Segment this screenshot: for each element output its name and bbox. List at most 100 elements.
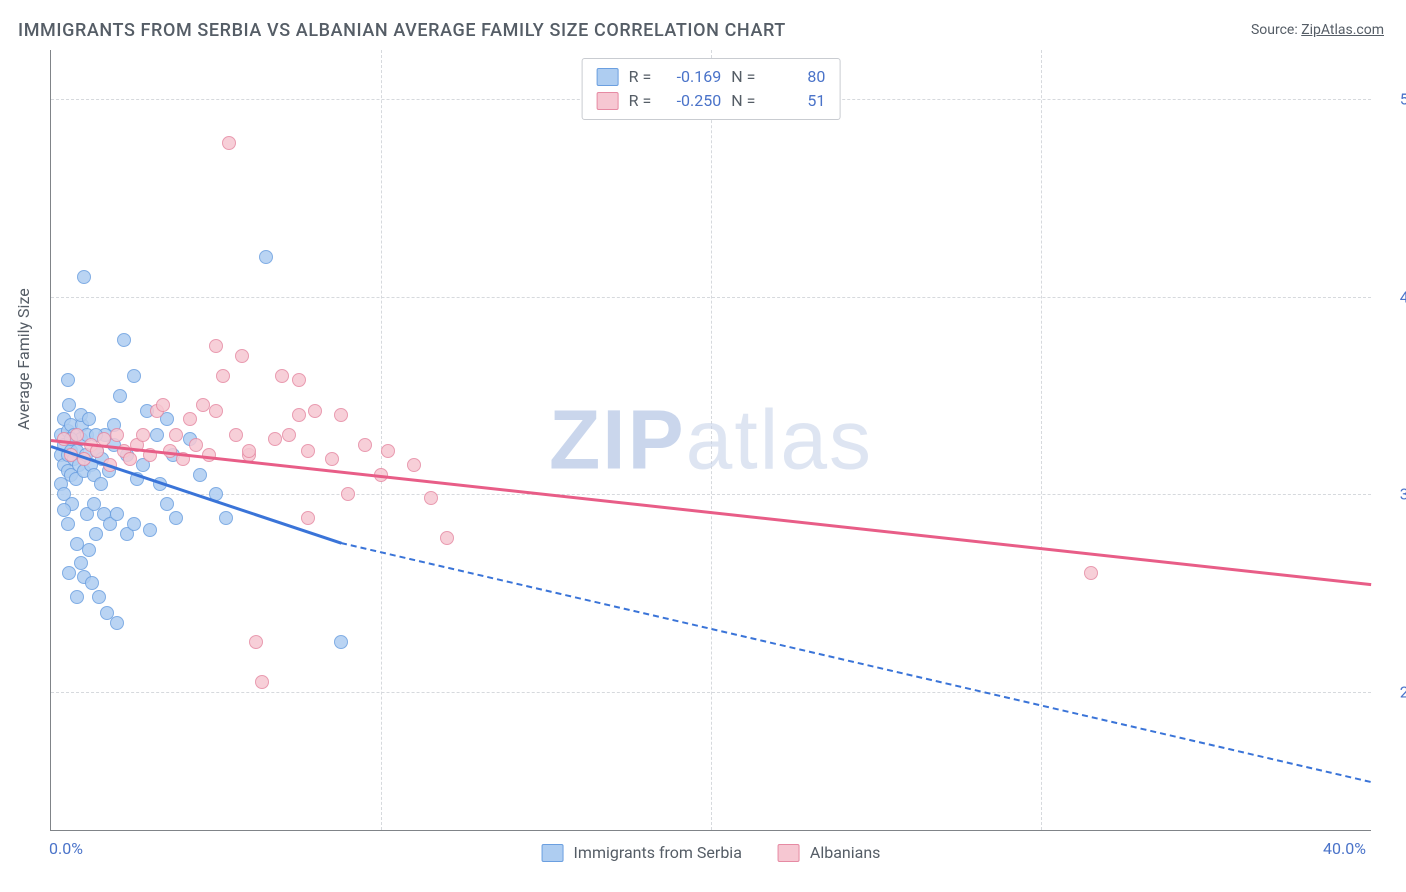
scatter-point-series-a (61, 517, 75, 531)
chart-source: Source: ZipAtlas.com (1251, 22, 1384, 38)
legend-correlation: R = -0.169 N = 80 R = -0.250 N = 51 (582, 58, 841, 120)
scatter-point-series-a (74, 556, 88, 570)
scatter-point-series-a (193, 468, 207, 482)
scatter-point-series-b (358, 438, 372, 452)
scatter-point-series-b (242, 444, 256, 458)
r-label: R = (629, 65, 652, 89)
scatter-point-series-b (334, 408, 348, 422)
scatter-point-series-b (189, 438, 203, 452)
r-value: -0.250 (661, 89, 721, 113)
y-tick-label: 2.00 (1381, 682, 1406, 701)
scatter-point-series-b (381, 444, 395, 458)
scatter-point-series-b (1084, 566, 1098, 580)
scatter-point-series-a (113, 389, 127, 403)
scatter-point-series-b (325, 452, 339, 466)
scatter-point-series-b (282, 428, 296, 442)
scatter-point-series-a (57, 503, 71, 517)
scatter-point-series-b (136, 428, 150, 442)
scatter-point-series-a (127, 517, 141, 531)
scatter-point-series-a (219, 511, 233, 525)
scatter-point-series-a (150, 428, 164, 442)
scatter-point-series-b (70, 428, 84, 442)
gridline-v (711, 50, 712, 830)
scatter-point-series-b (183, 412, 197, 426)
gridline-v (1041, 50, 1042, 830)
scatter-point-series-b (255, 675, 269, 689)
y-axis-title: Average Family Size (14, 288, 33, 430)
scatter-point-series-b (249, 635, 263, 649)
x-tick-label: 0.0% (49, 839, 83, 858)
scatter-point-series-b (196, 398, 210, 412)
source-prefix: Source: (1251, 22, 1301, 38)
scatter-point-series-a (94, 477, 108, 491)
scatter-point-series-b (275, 369, 289, 383)
legend-item-series-a: Immigrants from Serbia (542, 843, 742, 862)
scatter-point-series-b (292, 408, 306, 422)
swatch-series-b (778, 844, 800, 862)
scatter-point-series-b (292, 373, 306, 387)
scatter-point-series-a (89, 527, 103, 541)
legend-series: Immigrants from Serbia Albanians (542, 843, 881, 862)
scatter-point-series-b (407, 458, 421, 472)
legend-row-series-a: R = -0.169 N = 80 (597, 65, 826, 89)
scatter-point-series-b (110, 428, 124, 442)
scatter-point-series-a (82, 543, 96, 557)
n-value: 80 (765, 65, 825, 89)
scatter-point-series-a (117, 333, 131, 347)
scatter-point-series-b (308, 404, 322, 418)
scatter-point-series-a (334, 635, 348, 649)
r-label: R = (629, 89, 652, 113)
scatter-point-series-b (156, 398, 170, 412)
scatter-point-series-a (160, 497, 174, 511)
scatter-point-series-a (127, 369, 141, 383)
scatter-point-series-a (82, 412, 96, 426)
scatter-point-series-a (62, 566, 76, 580)
y-tick-label: 3.00 (1381, 485, 1406, 504)
scatter-point-series-a (143, 523, 157, 537)
scatter-point-series-a (70, 590, 84, 604)
scatter-point-series-b (424, 491, 438, 505)
scatter-point-series-a (85, 576, 99, 590)
x-tick-label: 40.0% (1323, 839, 1366, 858)
scatter-point-series-b (123, 452, 137, 466)
chart-title: IMMIGRANTS FROM SERBIA VS ALBANIAN AVERA… (18, 20, 786, 41)
scatter-point-series-a (61, 373, 75, 387)
scatter-point-series-b (301, 444, 315, 458)
scatter-point-series-b (209, 339, 223, 353)
chart-plot-area: ZIPatlas R = -0.169 N = 80 R = -0.250 N … (50, 50, 1371, 831)
swatch-series-a (542, 844, 564, 862)
scatter-point-series-b (209, 404, 223, 418)
trendline-series-a-extended (341, 542, 1371, 783)
r-value: -0.169 (661, 65, 721, 89)
scatter-point-series-a (92, 590, 106, 604)
scatter-point-series-b (268, 432, 282, 446)
scatter-point-series-a (110, 616, 124, 630)
scatter-point-series-a (110, 507, 124, 521)
scatter-point-series-b (229, 428, 243, 442)
n-label: N = (731, 89, 755, 113)
scatter-point-series-b (440, 531, 454, 545)
scatter-point-series-b (341, 487, 355, 501)
scatter-point-series-b (216, 369, 230, 383)
legend-label: Immigrants from Serbia (574, 843, 742, 862)
scatter-point-series-a (87, 497, 101, 511)
scatter-point-series-b (235, 349, 249, 363)
swatch-series-b (597, 92, 619, 110)
scatter-point-series-a (169, 511, 183, 525)
scatter-point-series-b (301, 511, 315, 525)
n-value: 51 (765, 89, 825, 113)
watermark-sub: atlas (686, 393, 873, 487)
legend-label: Albanians (810, 843, 881, 862)
scatter-point-series-b (169, 428, 183, 442)
legend-row-series-b: R = -0.250 N = 51 (597, 89, 826, 113)
scatter-point-series-a (77, 270, 91, 284)
source-link[interactable]: ZipAtlas.com (1301, 22, 1384, 38)
gridline-v (381, 50, 382, 830)
watermark-main: ZIP (549, 393, 686, 487)
legend-item-series-b: Albanians (778, 843, 881, 862)
scatter-point-series-a (259, 250, 273, 264)
y-tick-label: 5.00 (1381, 90, 1406, 109)
scatter-point-series-b (222, 136, 236, 150)
n-label: N = (731, 65, 755, 89)
y-tick-label: 4.00 (1381, 287, 1406, 306)
